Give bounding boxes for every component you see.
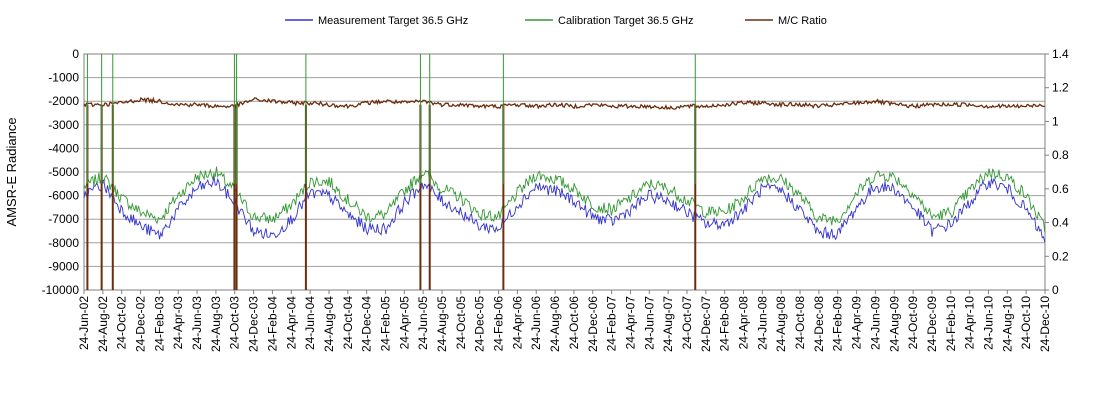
- y2-tick-label: 1.4: [1052, 47, 1069, 61]
- x-tick-label: 24-Jun-02: [77, 296, 91, 350]
- series-line-m-c-ratio: [83, 96, 1045, 111]
- y-axis-right: 1.4 1.2 1 0.8 0.6 0.4 0.2 0: [1045, 47, 1069, 297]
- x-tick-label: 24-Apr-07: [623, 296, 637, 350]
- x-tick-label: 24-Dec-04: [360, 296, 374, 352]
- legend-label: Measurement Target 36.5 GHz: [318, 15, 468, 27]
- legend-label: M/C Ratio: [778, 15, 827, 27]
- x-tick-label: 24-Jun-03: [190, 296, 204, 350]
- y-tick-label: -10000: [42, 283, 80, 297]
- y-tick-label: -6000: [48, 189, 79, 203]
- x-tick-label: 24-Apr-06: [510, 296, 524, 350]
- x-tick-label: 24-Jun-08: [755, 296, 769, 350]
- x-tick-label: 24-Oct-10: [1019, 296, 1033, 350]
- plot-frame: [83, 53, 1046, 291]
- x-tick-label: 24-Feb-08: [718, 296, 732, 352]
- x-tick-label: 24-Dec-02: [134, 296, 148, 352]
- y-tick-label: -9000: [48, 259, 79, 273]
- y2-tick-label: 0.6: [1052, 182, 1069, 196]
- grid: [84, 53, 1045, 291]
- x-tick-label: 24-Aug-04: [322, 296, 336, 352]
- x-tick-label: 24-Oct-03: [228, 296, 242, 350]
- x-tick-label: 24-Dec-08: [812, 296, 826, 352]
- y2-tick-label: 0.2: [1052, 249, 1069, 263]
- y-tick-label: -7000: [48, 212, 79, 226]
- x-axis: 24-Jun-02 24-Aug-02 24-Oct-02 24-Dec-02 24-F…: [77, 290, 1052, 352]
- x-tick-label: 24-Dec-07: [699, 296, 713, 352]
- y2-tick-label: 0: [1052, 283, 1059, 297]
- x-tick-label: 24-Jun-05: [416, 296, 430, 350]
- x-tick-label: 24-Dec-03: [247, 296, 261, 352]
- y2-tick-label: 1.2: [1052, 81, 1069, 95]
- y2-tick-label: 0.8: [1052, 148, 1069, 162]
- series-line-measurement-target-36-5-ghz: [83, 176, 1046, 243]
- x-tick-label: 24-Jun-09: [868, 296, 882, 350]
- x-tick-label: 24-Aug-02: [96, 296, 110, 352]
- x-tick-label: 24-Oct-08: [793, 296, 807, 350]
- y-tick-label: -1000: [48, 71, 79, 85]
- x-tick-label: 24-Aug-06: [548, 296, 562, 352]
- x-tick-label: 24-Oct-06: [567, 296, 581, 350]
- x-tick-label: 24-Aug-07: [661, 296, 675, 352]
- x-tick-label: 24-Feb-04: [265, 296, 279, 352]
- series-line-calibration-target-36-5-ghz: [83, 166, 1046, 233]
- x-tick-label: 24-Apr-03: [171, 296, 185, 350]
- x-tick-label: 24-Aug-09: [887, 296, 901, 352]
- x-tick-label: 24-Apr-08: [737, 296, 751, 350]
- y-tick-label: -2000: [48, 94, 79, 108]
- x-tick-label: 24-Apr-04: [284, 296, 298, 350]
- y-tick-label: -3000: [48, 118, 79, 132]
- y-axis-left: 0 -1000 -2000 -3000 -4000 -5000 -6000 -7000 -800…: [42, 47, 80, 297]
- y2-tick-label: 1: [1052, 114, 1059, 128]
- x-tick-label: 24-Feb-06: [492, 296, 506, 352]
- x-tick-label: 24-Feb-03: [152, 296, 166, 352]
- y-axis-title: AMSR-E Radiance: [4, 117, 19, 226]
- legend: Measurement Target 36.5 GHz Calibration T…: [285, 15, 827, 27]
- x-tick-label: 24-Dec-06: [586, 296, 600, 352]
- x-tick-label: 24-Jun-07: [642, 296, 656, 350]
- x-tick-label: 24-Dec-09: [925, 296, 939, 352]
- y-tick-label: -5000: [48, 165, 79, 179]
- y-tick-label: 0: [72, 47, 79, 61]
- x-tick-label: 24-Jun-04: [303, 296, 317, 350]
- y-tick-label: -8000: [48, 236, 79, 250]
- x-tick-label: 24-Dec-10: [1038, 296, 1052, 352]
- y2-tick-label: 0.4: [1052, 216, 1069, 230]
- x-tick-label: 24-Feb-09: [831, 296, 845, 352]
- x-tick-label: 24-Oct-07: [680, 296, 694, 350]
- x-tick-label: 24-Oct-02: [115, 296, 129, 350]
- y-tick-label: -4000: [48, 141, 79, 155]
- x-tick-label: 24-Apr-05: [397, 296, 411, 350]
- x-tick-label: 24-Oct-09: [906, 296, 920, 350]
- legend-label: Calibration Target 36.5 GHz: [558, 15, 694, 27]
- x-tick-label: 24-Aug-03: [209, 296, 223, 352]
- x-tick-label: 24-Feb-05: [378, 296, 392, 352]
- x-tick-label: 24-Dec-05: [473, 296, 487, 352]
- x-tick-label: 24-Jun-06: [529, 296, 543, 350]
- x-tick-label: 24-Oct-04: [341, 296, 355, 350]
- x-tick-label: 24-Apr-09: [850, 296, 864, 350]
- x-tick-label: 24-Feb-07: [605, 296, 619, 352]
- x-tick-label: 24-Aug-05: [435, 296, 449, 352]
- series-layer: [83, 54, 1046, 290]
- x-tick-label: 24-Aug-08: [774, 296, 788, 352]
- x-tick-label: 24-Apr-10: [963, 296, 977, 350]
- x-tick-label: 24-Jun-10: [981, 296, 995, 350]
- x-tick-label: 24-Aug-10: [1000, 296, 1014, 352]
- x-tick-label: 24-Oct-05: [454, 296, 468, 350]
- x-tick-label: 24-Feb-10: [944, 296, 958, 352]
